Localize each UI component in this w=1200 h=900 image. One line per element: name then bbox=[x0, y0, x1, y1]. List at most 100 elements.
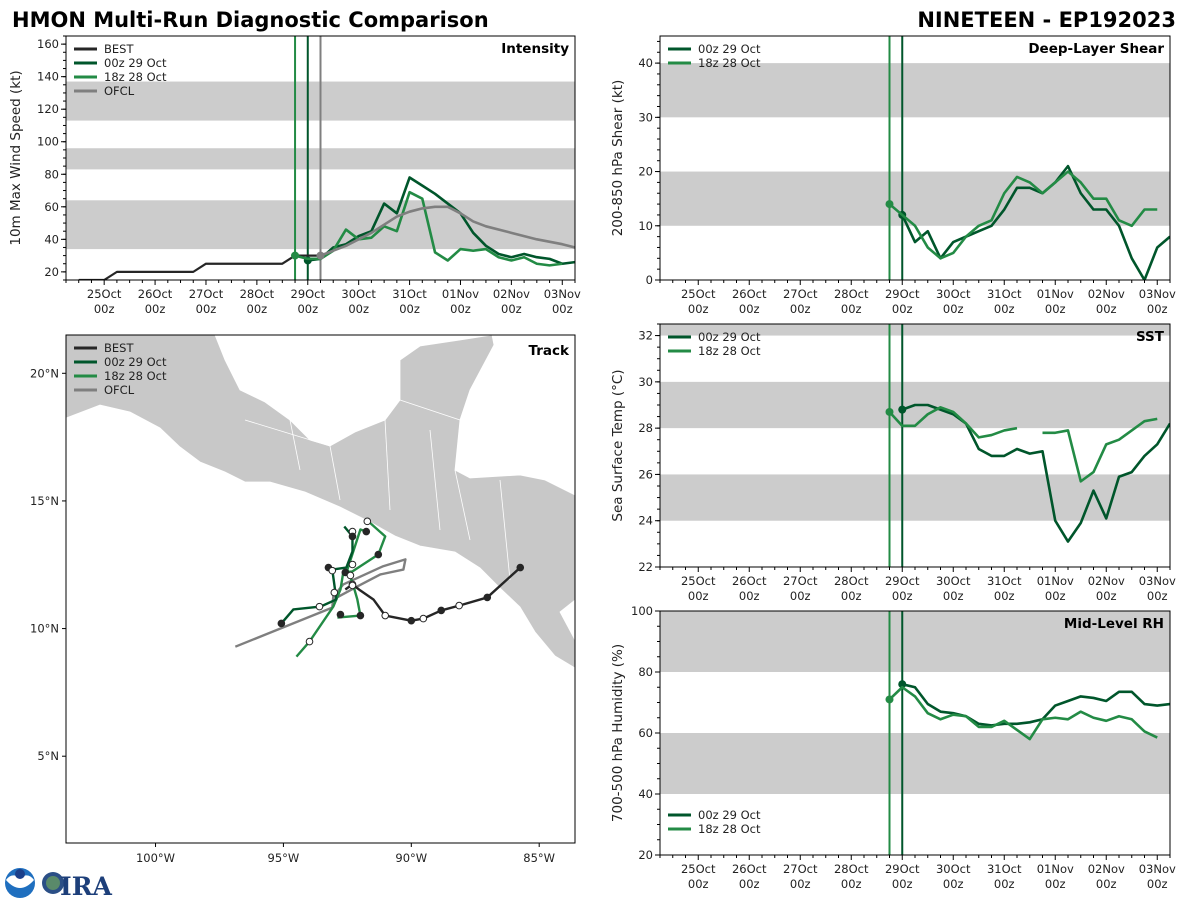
x-tick-label-hour: 00z bbox=[247, 302, 268, 316]
plot-area bbox=[66, 36, 575, 280]
legend-label: 18z 28 Oct bbox=[698, 822, 761, 836]
series-line-18z-28-oct bbox=[888, 170, 1158, 260]
y-tick-label: 26 bbox=[638, 467, 653, 481]
track-position-marker bbox=[455, 601, 463, 610]
x-tick-label: 26Oct bbox=[732, 574, 767, 588]
track-panel: 100°W 95°W 90°W 85°W 20°N 15°N 10°N 5°N Track BES… bbox=[30, 334, 576, 865]
noaa-logo bbox=[5, 868, 35, 898]
x-tick-label: 30Oct bbox=[341, 287, 376, 301]
storm-id-title: NINETEEN - EP192023 bbox=[917, 8, 1176, 32]
x-tick-label-hour: 00z bbox=[145, 302, 166, 316]
track-position-marker bbox=[315, 602, 324, 611]
track-position-marker bbox=[419, 614, 428, 623]
track-position-marker bbox=[381, 611, 390, 620]
x-tick-label-hour: 00z bbox=[348, 302, 369, 316]
x-tick-label-hour: 00z bbox=[1045, 302, 1066, 316]
track-position-marker bbox=[346, 571, 355, 580]
x-tick-label-hour: 00z bbox=[1147, 302, 1168, 316]
x-tick-label: 27Oct bbox=[189, 287, 224, 301]
x-tick-label-hour: 00z bbox=[688, 302, 709, 316]
x-tick-label: 31Oct bbox=[987, 862, 1022, 876]
x-tick-label-hour: 00z bbox=[739, 302, 760, 316]
series-line-18z-28-oct bbox=[888, 406, 1018, 439]
series-start-marker-18z-28-oct bbox=[885, 200, 894, 209]
x-tick-label: 25Oct bbox=[681, 862, 716, 876]
series-line-best bbox=[78, 254, 321, 280]
x-tick-label: 28Oct bbox=[834, 287, 869, 301]
x-tick-label-hour: 00z bbox=[841, 589, 862, 603]
y-tick-label: 100 bbox=[631, 604, 653, 618]
x-tick-label: 27Oct bbox=[783, 574, 818, 588]
series-line-18z-28-oct bbox=[888, 685, 1158, 741]
track-position-marker bbox=[362, 527, 371, 536]
x-tick-label: 02Nov bbox=[1088, 862, 1125, 876]
x-tick-label-hour: 00z bbox=[790, 877, 811, 891]
x-tick-label-hour: 00z bbox=[790, 302, 811, 316]
legend-label: 00z 29 Oct bbox=[104, 355, 167, 369]
x-tick-label: 29Oct bbox=[885, 862, 920, 876]
x-tick-label: 31Oct bbox=[987, 287, 1022, 301]
series-start-marker-18z-28-oct bbox=[885, 407, 894, 416]
y-tick-label: 28 bbox=[638, 421, 653, 435]
y-tick-label: 22 bbox=[638, 560, 653, 574]
x-tick-label: 28Oct bbox=[834, 862, 869, 876]
y-axis-label: Sea Surface Temp (°C) bbox=[610, 369, 626, 521]
series-line-ofcl bbox=[320, 205, 575, 257]
x-tick-label: 03Nov bbox=[1139, 862, 1176, 876]
legend-label: 18z 28 Oct bbox=[698, 56, 761, 70]
state-border bbox=[454, 469, 471, 541]
x-tick-label: 01Nov bbox=[1037, 862, 1074, 876]
x-tick-label-hour: 00z bbox=[892, 877, 913, 891]
y-tick-label: 40 bbox=[638, 56, 653, 70]
y-tick-label: 100 bbox=[37, 135, 59, 149]
panel-title: Mid-Level RH bbox=[1064, 616, 1164, 632]
shaded-band bbox=[660, 733, 1170, 794]
legend-label: BEST bbox=[104, 341, 134, 355]
x-tick-label-hour: 00z bbox=[994, 302, 1015, 316]
x-tick-label-hour: 00z bbox=[297, 302, 318, 316]
x-tick-label: 30Oct bbox=[936, 287, 971, 301]
x-tick-label-hour: 00z bbox=[1045, 877, 1066, 891]
x-tick-label: 03Nov bbox=[1139, 574, 1176, 588]
plot-area bbox=[660, 324, 1170, 567]
series-start-marker-18z-28-oct bbox=[885, 695, 894, 704]
x-tick-label: 29Oct bbox=[291, 287, 326, 301]
x-tick-label: 30Oct bbox=[936, 574, 971, 588]
x-tick-label-hour: 00z bbox=[501, 302, 522, 316]
y-tick-label: 20 bbox=[638, 848, 653, 862]
state-border bbox=[429, 429, 441, 531]
x-tick-label: 01Nov bbox=[1037, 574, 1074, 588]
legend-label: 18z 28 Oct bbox=[698, 344, 761, 358]
x-tick-label-hour: 00z bbox=[994, 589, 1015, 603]
track-position-marker bbox=[374, 550, 383, 559]
x-tick-label-hour: 00z bbox=[450, 302, 471, 316]
x-tick-label: 29Oct bbox=[885, 287, 920, 301]
x-tick-label: 02Nov bbox=[1088, 574, 1125, 588]
track-position-marker bbox=[305, 637, 314, 646]
track-position-marker bbox=[516, 563, 525, 572]
y-tick-label: 80 bbox=[638, 665, 653, 679]
plot-area bbox=[660, 611, 1170, 855]
legend-label: 18z 28 Oct bbox=[104, 70, 167, 84]
track-position-marker bbox=[336, 610, 345, 619]
x-tick-label: 03Nov bbox=[544, 287, 581, 301]
shear-panel: 25Oct00z26Oct00z27Oct00z28Oct00z29Oct00z… bbox=[610, 35, 1176, 316]
x-tick-label-hour: 00z bbox=[790, 589, 811, 603]
y-tick-label: 32 bbox=[638, 329, 653, 343]
shaded-band bbox=[660, 63, 1170, 118]
series-line-00z-29-oct bbox=[901, 164, 1170, 280]
x-tick-label-hour: 00z bbox=[739, 877, 760, 891]
x-tick-label-hour: 00z bbox=[841, 302, 862, 316]
y-axis-label: 200-850 hPa Shear (kt) bbox=[610, 80, 626, 237]
state-border bbox=[244, 419, 331, 447]
panel-title: Track bbox=[529, 343, 570, 359]
land-mass bbox=[66, 335, 575, 669]
track-position-marker bbox=[328, 566, 337, 575]
x-tick-label: 30Oct bbox=[936, 862, 971, 876]
x-tick-label-hour: 00z bbox=[994, 877, 1015, 891]
state-border bbox=[384, 419, 391, 511]
legend-label: 00z 29 Oct bbox=[104, 56, 167, 70]
x-tick-label: 02Nov bbox=[493, 287, 530, 301]
state-border bbox=[289, 419, 301, 471]
svg-text:IRA: IRA bbox=[60, 872, 112, 900]
